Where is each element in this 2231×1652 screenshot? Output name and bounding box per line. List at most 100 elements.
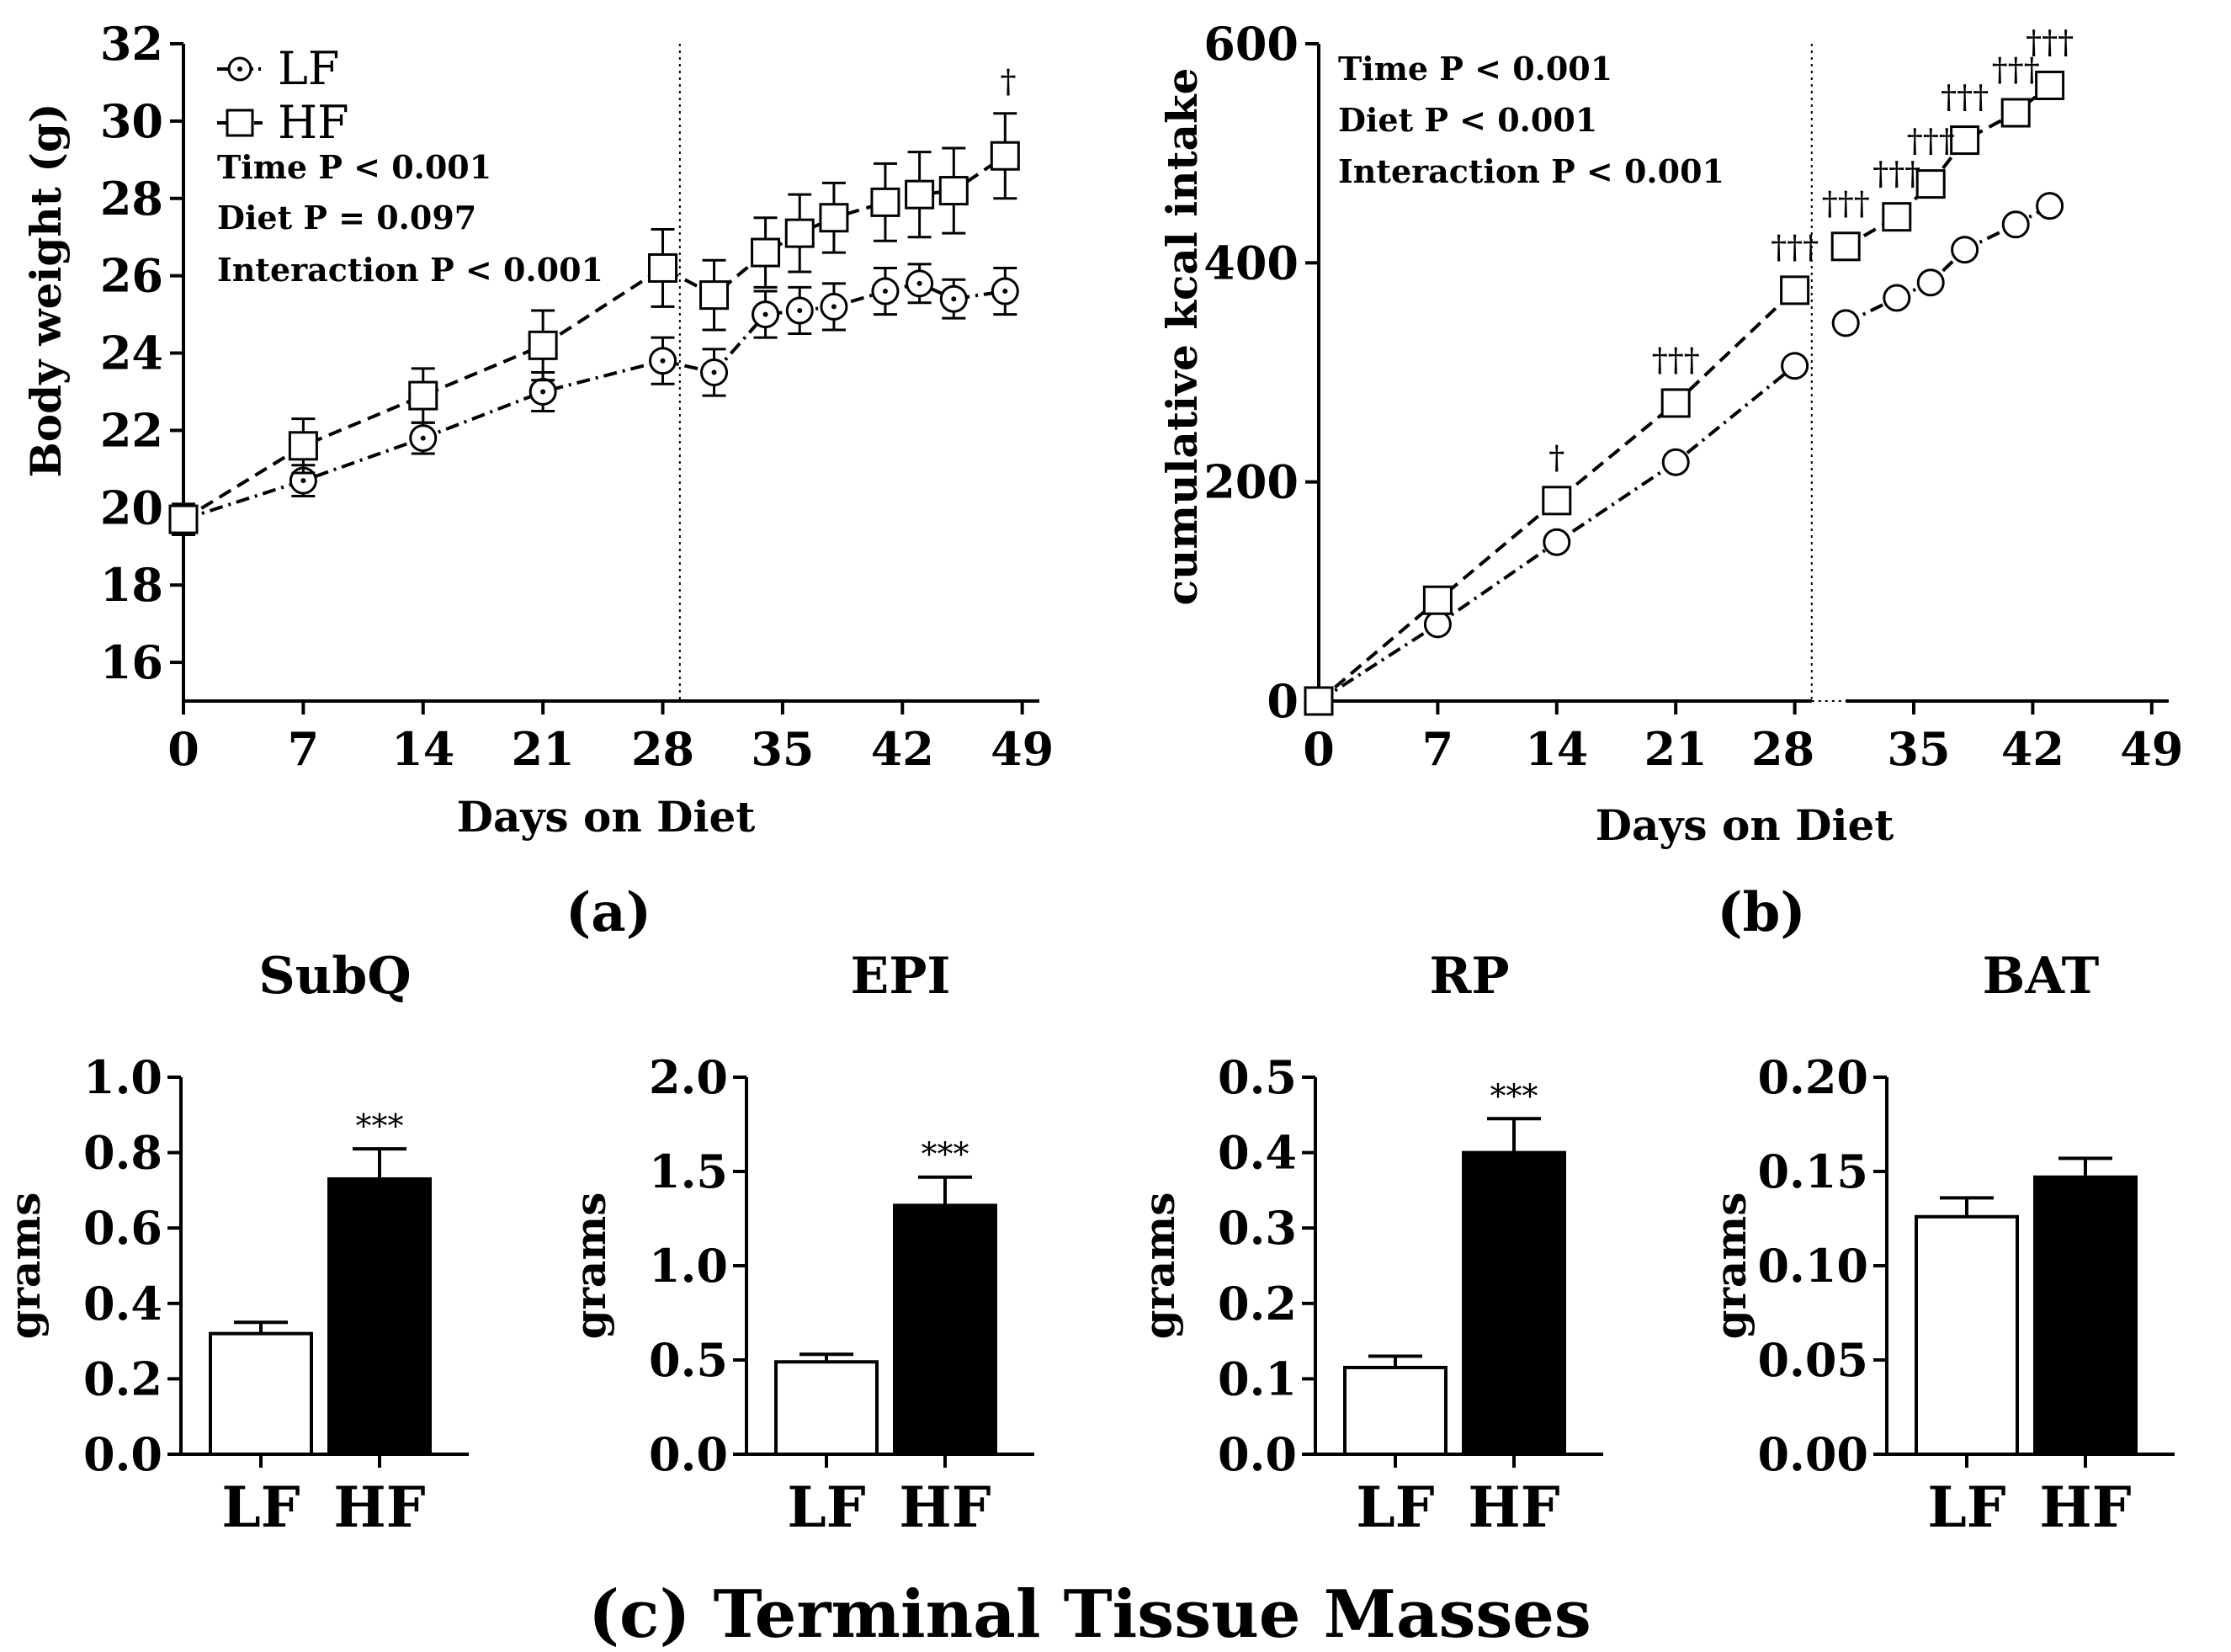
tissue-bar-hf <box>1462 1150 1566 1456</box>
panel-a-stat-diet: Diet P = 0.097 <box>217 199 476 236</box>
panel-a-point-hf <box>819 203 849 233</box>
panel-a-y-tick-label: 18 <box>100 558 163 612</box>
tissue-bar-lf <box>1343 1365 1447 1456</box>
tissue-chart-y-tick-label: 1.0 <box>649 1239 728 1293</box>
legend-lf-marker-dot <box>237 66 242 72</box>
panel-a-y-tick-label: 28 <box>100 172 163 226</box>
panel-b-point-hf <box>1780 275 1810 305</box>
panel-a-point-lf-dot <box>660 358 666 364</box>
panel-a-significance-mark: † <box>1001 63 1017 100</box>
tissue-chart-y-tick-label: 0.5 <box>649 1333 728 1387</box>
tissue-chart-bat: BAT grams 0.00 0.05 0.10 0.15 0.20 LF HF <box>1706 947 2175 1540</box>
tissue-chart-y-tick-label: 2.0 <box>649 1050 728 1104</box>
panel-a-x-tick-label: 42 <box>871 722 934 776</box>
panel-a-y-tick-label: 16 <box>100 635 163 689</box>
tissue-bar-significance-mark: *** <box>1490 1077 1538 1114</box>
panel-a-x-tick-label: 21 <box>512 722 575 776</box>
panel-b-point-lf <box>1423 610 1452 639</box>
tissue-chart-y-tick-label: 0.2 <box>83 1352 162 1405</box>
panel-a-x-tick-label: 0 <box>167 722 199 776</box>
panel-a-point-lf-dot <box>882 289 888 295</box>
tissue-chart-x-tick-label: LF <box>221 1474 300 1540</box>
panel-b-significance-mark: ††† <box>1822 185 1870 222</box>
panel-a-y-tick-label: 20 <box>100 481 163 534</box>
tissue-bar-significance-mark: *** <box>356 1108 404 1145</box>
tissue-chart-y-tick-label: 0.2 <box>1218 1277 1297 1331</box>
panel-a-point-hf <box>784 218 815 248</box>
panel-b-significance-mark: ††† <box>1907 123 1955 160</box>
panel-b-point-lf <box>1916 268 1945 297</box>
tissue-bar-hf <box>327 1177 432 1456</box>
tissue-chart-x-tick-label: HF <box>1468 1474 1559 1540</box>
tissue-bar-lf <box>209 1331 313 1457</box>
tissue-chart-y-tick-label: 0.20 <box>1757 1050 1868 1104</box>
tissue-chart-y-tick-label: 1.0 <box>83 1050 162 1104</box>
legend-lf-label: LF <box>278 42 339 95</box>
tissue-chart-y-tick-label: 0.10 <box>1757 1239 1868 1293</box>
panel-b-point-hf <box>1304 686 1334 716</box>
panel-b-y-tick-label: 0 <box>1267 674 1299 728</box>
tissue-chart-x-tick-label: HF <box>899 1474 991 1540</box>
panel-b-point-hf <box>1422 585 1453 615</box>
tissue-chart-title: SubQ <box>258 947 411 1006</box>
panel-b-stat-interaction: Interaction P < 0.001 <box>1338 152 1724 190</box>
legend-hf-marker <box>226 109 254 137</box>
panel-b-point-hf <box>1915 169 1946 199</box>
tissue-chart-y-tick-label: 0.0 <box>83 1427 162 1481</box>
panel-a-point-hf <box>870 187 900 217</box>
panel-b-x-tick-label: 42 <box>2001 722 2064 776</box>
tissue-chart-y-tick-label: 0.1 <box>1218 1352 1297 1405</box>
panel-b-x-tick-label: 21 <box>1644 722 1708 776</box>
panel-a-point-lf-dot <box>831 304 837 310</box>
panel-b-x-tick-label: 0 <box>1303 722 1335 776</box>
panel-b-point-lf <box>1781 352 1809 380</box>
panel-a-y-tick-label: 22 <box>100 403 163 457</box>
panel-b-point-lf <box>2001 210 2030 239</box>
panel-a-x-tick-label: 28 <box>631 722 694 776</box>
panel-a-x-tick-label: 14 <box>391 722 454 776</box>
panel-a-legend: LF HF <box>217 42 349 149</box>
panel-b-label: (b) <box>1717 881 1805 944</box>
panel-c-tissue-mass-charts: SubQ grams 0.0 0.2 0.4 0.6 0.8 1.0 LF HF *** EPI gra… <box>0 947 2175 1540</box>
panel-b-point-lf <box>1543 528 1571 556</box>
panel-b-point-hf <box>1882 202 1912 232</box>
panel-a-point-lf-dot <box>951 296 957 302</box>
panel-a-point-hf <box>938 176 969 206</box>
panel-b-point-lf <box>1883 284 1911 312</box>
panel-b-point-hf <box>1542 486 1572 516</box>
tissue-chart-y-tick-label: 0.0 <box>649 1427 728 1481</box>
tissue-chart-y-tick-label: 0.00 <box>1757 1427 1868 1481</box>
tissue-chart-epi: EPI grams 0.0 0.5 1.0 1.5 2.0 LF HF *** <box>566 947 1034 1540</box>
tissue-chart-y-tick-label: 1.5 <box>649 1145 728 1198</box>
tissue-bar-lf <box>774 1360 879 1456</box>
tissue-bar-significance-mark: *** <box>922 1136 969 1173</box>
panel-b-point-hf <box>1660 388 1691 418</box>
panel-a-point-hf <box>905 179 935 210</box>
panel-a-x-tick-label: 35 <box>751 722 814 776</box>
panel-a-y-tick-label: 32 <box>100 17 163 71</box>
panel-a-point-lf-dot <box>420 435 426 441</box>
tissue-chart-y-tick-label: 0.4 <box>83 1277 162 1331</box>
panel-b-y-tick-label: 200 <box>1203 455 1299 509</box>
tissue-chart-title: EPI <box>851 947 951 1006</box>
panel-b-stat-time: Time P < 0.001 <box>1338 50 1612 88</box>
panel-b-significance-mark: ††† <box>1771 229 1819 266</box>
panel-b-y-tick-label: 400 <box>1203 236 1299 289</box>
panel-b-significance-mark: ††† <box>1652 342 1700 379</box>
tissue-chart-subq: SubQ grams 0.0 0.2 0.4 0.6 0.8 1.0 LF HF *** <box>0 947 469 1540</box>
panel-a-point-lf-dot <box>711 369 717 375</box>
tissue-chart-y-tick-label: 0.4 <box>1218 1126 1297 1180</box>
panel-b-point-hf <box>1950 125 1980 156</box>
panel-a-point-lf-dot <box>916 280 922 286</box>
panel-b-point-hf <box>1830 231 1861 262</box>
panel-b-x-tick-label: 35 <box>1887 722 1950 776</box>
panel-a-body-weight-chart: Body weight (g) Days on Diet LF HF Time … <box>21 17 1054 944</box>
tissue-chart-x-tick-label: LF <box>1927 1474 2005 1540</box>
tissue-chart-title: BAT <box>1983 947 2100 1006</box>
panel-a-point-lf-dot <box>300 478 306 484</box>
panel-a-point-hf <box>648 252 678 283</box>
panel-b-significance-mark: ††† <box>2026 24 2074 61</box>
tissue-chart-x-tick-label: HF <box>333 1474 425 1540</box>
panel-b-significance-mark: ††† <box>1992 51 2040 88</box>
